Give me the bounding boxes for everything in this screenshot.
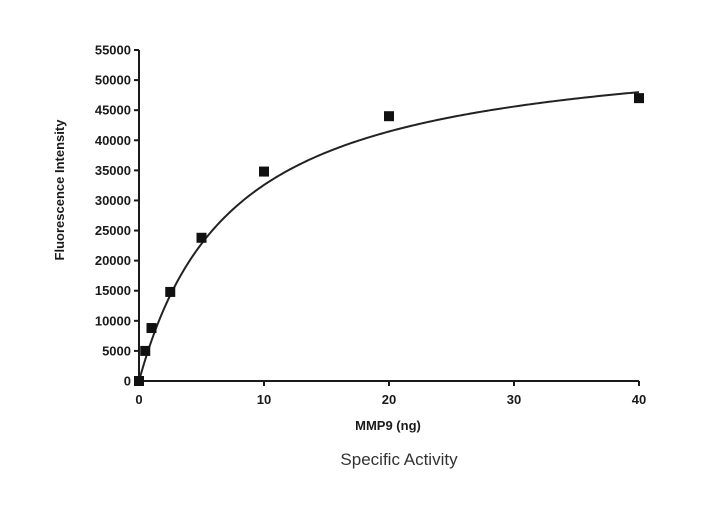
y-axis-title: Fluorescence Intensity [52, 119, 67, 261]
data-point [134, 376, 144, 386]
x-axis-title: MMP9 (ng) [355, 418, 421, 433]
y-tick-label: 20000 [95, 253, 131, 268]
y-tick-label: 25000 [95, 223, 131, 238]
data-point [384, 111, 394, 122]
x-tick-label: 20 [382, 392, 396, 407]
x-tick-label: 30 [507, 392, 521, 407]
y-tick-label: 5000 [102, 343, 131, 358]
data-point [259, 166, 269, 177]
data-point [196, 232, 207, 243]
x-tick-label: 40 [632, 392, 646, 407]
y-tick-label: 35000 [95, 163, 131, 178]
y-tick-label: 10000 [95, 313, 131, 328]
y-tick-label: 55000 [95, 43, 131, 58]
y-tick-label: 45000 [95, 103, 131, 118]
x-tick-label: 10 [257, 392, 271, 407]
data-point [165, 286, 176, 297]
y-tick-label: 30000 [95, 193, 131, 208]
x-axis: 0 10 20 30 40 [135, 380, 646, 407]
x-tick-label: 0 [135, 392, 142, 407]
data-point [634, 93, 644, 104]
fit-curve [138, 91, 640, 382]
y-tick-label: 50000 [95, 73, 131, 88]
data-point [140, 345, 151, 356]
y-axis: 0 5000 10000 15000 20000 25000 30000 35000 40000… [95, 43, 140, 389]
data-point [146, 323, 157, 334]
chart-caption: Specific Activity [340, 450, 458, 469]
data-points [134, 93, 644, 386]
y-tick-label: 15000 [95, 283, 131, 298]
y-tick-label: 40000 [95, 133, 131, 148]
y-tick-label: 0 [124, 374, 131, 389]
